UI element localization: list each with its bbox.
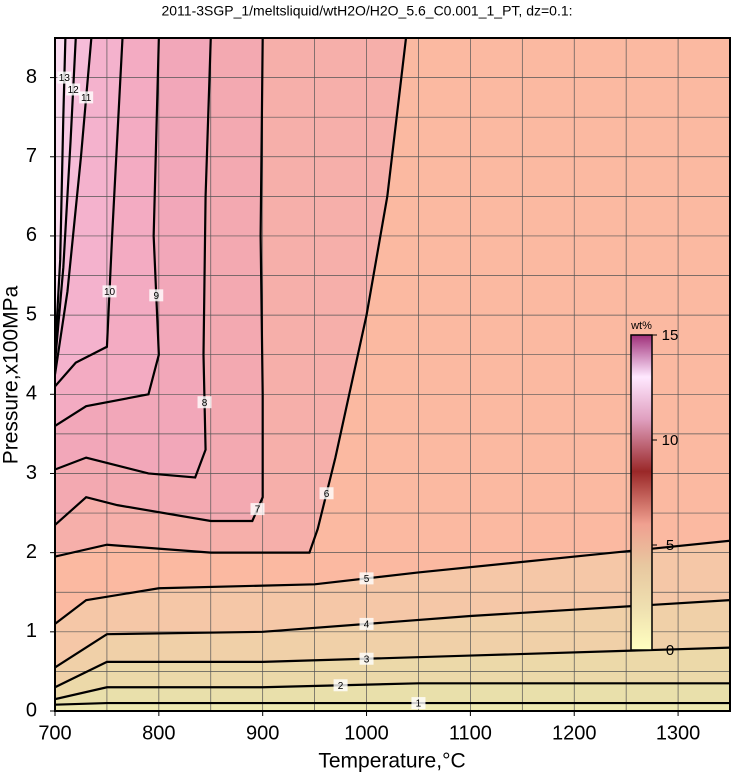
y-tick-label: 4 xyxy=(26,383,37,405)
y-axis-label: Pressure,x100MPa xyxy=(0,285,23,464)
contour-label-bg xyxy=(359,652,374,665)
contour-label-bg xyxy=(319,487,334,500)
contour-line xyxy=(55,38,160,427)
contour-fill xyxy=(55,703,730,711)
x-tick-label: 800 xyxy=(142,722,175,744)
x-tick-label: 1000 xyxy=(344,722,389,744)
contour-label-bg xyxy=(79,91,94,104)
colorbar-tick-label: 15 xyxy=(662,327,679,344)
contour-line xyxy=(55,38,212,479)
contour-label: 11 xyxy=(81,93,92,104)
contour-label-bg xyxy=(149,289,164,302)
plot-frame xyxy=(54,37,731,712)
contour-label-bg xyxy=(250,503,265,516)
y-tick-label: 8 xyxy=(26,66,37,88)
y-tick-label: 3 xyxy=(26,462,37,484)
y-tick-label: 5 xyxy=(26,303,37,325)
contour-label-bg xyxy=(411,697,426,710)
contour-label: 2 xyxy=(338,681,344,692)
x-tick-label: 900 xyxy=(246,722,279,744)
x-tick-label: 1100 xyxy=(449,722,492,744)
contour-line xyxy=(55,38,264,526)
contour-line xyxy=(55,38,408,558)
contour-label: 1 xyxy=(416,699,422,710)
contour-label-bg xyxy=(57,71,72,84)
contour-label-bg xyxy=(359,617,374,630)
y-tick-label: 1 xyxy=(26,620,37,642)
contour-label-bg xyxy=(66,83,81,96)
colorbar-label: wt% xyxy=(630,320,652,332)
colorbar-tick-label: 0 xyxy=(666,642,674,659)
contour-label: 9 xyxy=(153,291,159,302)
contour-label: 7 xyxy=(255,505,261,516)
contour-label: 10 xyxy=(104,287,116,298)
contour-label: 12 xyxy=(68,85,80,96)
contour-label-bg xyxy=(197,396,212,409)
contour-label: 3 xyxy=(364,654,370,665)
contour-label: 6 xyxy=(324,489,330,500)
contour-line xyxy=(55,701,730,706)
chart-title: 2011-3SGP_1/meltsliquid/wtH2O/H2O_5.6_C0… xyxy=(161,3,572,19)
contour-line xyxy=(55,599,730,669)
contour-label: 8 xyxy=(202,398,208,409)
y-tick-label: 6 xyxy=(26,224,37,246)
colorbar-tick-label: 5 xyxy=(666,537,674,554)
x-tick-label: 700 xyxy=(38,722,71,744)
contour-label: 4 xyxy=(364,620,370,631)
colorbar xyxy=(630,334,653,651)
contour-label: 5 xyxy=(364,574,370,585)
x-axis-label: Temperature,°C xyxy=(318,750,465,773)
contour-line xyxy=(55,682,730,701)
y-tick-label: 2 xyxy=(26,541,37,563)
x-tick-label: 1300 xyxy=(656,722,701,744)
contour-label: 13 xyxy=(59,73,71,84)
y-tick-label: 0 xyxy=(26,699,37,721)
contour-line xyxy=(55,646,730,689)
contour-label-bg xyxy=(333,679,348,692)
x-tick-label: 1200 xyxy=(552,722,597,744)
contour-line xyxy=(55,38,124,388)
contour-line xyxy=(55,539,730,625)
contour-label-bg xyxy=(102,285,117,298)
contour-label-bg xyxy=(359,572,374,585)
y-tick-label: 7 xyxy=(26,145,37,167)
colorbar-tick-label: 10 xyxy=(662,432,679,449)
